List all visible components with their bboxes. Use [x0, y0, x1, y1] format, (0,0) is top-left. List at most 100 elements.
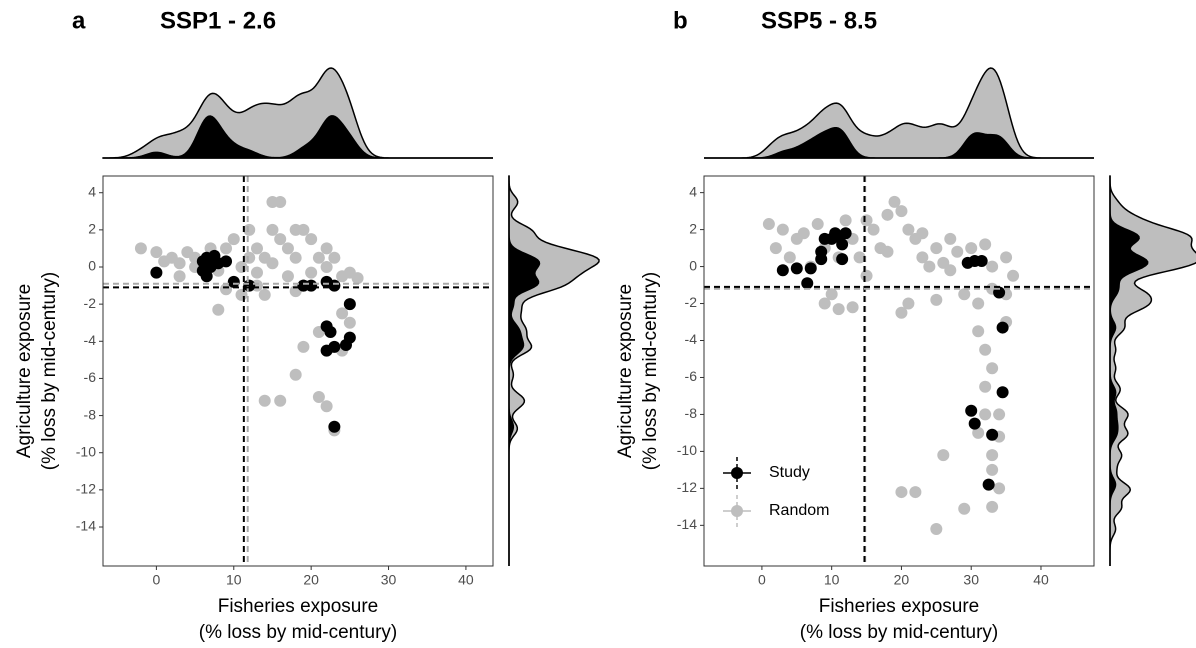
point [150, 266, 163, 279]
marginal-density [704, 126, 1094, 159]
x-tick-label: 0 [152, 572, 160, 588]
point [243, 251, 256, 264]
y-tick-label: -4 [685, 331, 698, 347]
point [895, 306, 908, 319]
y-axis-label: Agriculture exposure [615, 284, 636, 458]
point [243, 223, 256, 236]
point [1000, 251, 1013, 264]
point [212, 303, 225, 316]
panel-title: SSP5 - 8.5 [761, 7, 877, 34]
point [776, 223, 789, 236]
point [968, 417, 981, 430]
point [993, 408, 1006, 421]
point [274, 394, 287, 407]
y-tick-label: -4 [84, 332, 97, 348]
point [324, 326, 337, 338]
point [979, 238, 992, 251]
y-tick-label: 4 [689, 183, 697, 199]
point [860, 269, 873, 282]
y-tick-label: 0 [689, 257, 697, 273]
point [923, 260, 936, 273]
point [250, 266, 263, 279]
legend-key [731, 505, 743, 517]
point [986, 260, 999, 273]
point [996, 386, 1009, 399]
point [930, 242, 943, 255]
marginal-density [508, 176, 541, 566]
y-tick-label: -14 [76, 518, 96, 534]
point [305, 233, 318, 246]
y-axis-label: Agriculture exposure [14, 284, 35, 458]
point [258, 288, 271, 301]
point [266, 223, 279, 236]
point [243, 279, 256, 292]
x-axis-label: (% loss by mid-century) [199, 622, 398, 643]
panel-label: b [673, 7, 688, 34]
point [158, 255, 171, 268]
point [832, 303, 845, 316]
point [776, 264, 789, 277]
y-tick-label: -10 [76, 443, 96, 459]
point [902, 297, 915, 310]
point [958, 288, 971, 301]
point [916, 251, 929, 264]
point [979, 408, 992, 421]
point [328, 420, 341, 433]
x-tick-label: 10 [824, 572, 840, 588]
point [235, 261, 248, 273]
marginal-density [508, 175, 600, 566]
point [220, 283, 233, 296]
marginal-density [103, 115, 493, 159]
point [328, 279, 341, 292]
x-tick-label: 40 [1033, 572, 1049, 588]
point [916, 227, 929, 240]
point [762, 218, 775, 231]
point [274, 233, 287, 246]
x-axis-label: Fisheries exposure [819, 596, 980, 617]
point [281, 242, 294, 255]
point [930, 523, 943, 536]
point [336, 307, 349, 320]
x-tick-label: 20 [303, 572, 319, 588]
point [227, 275, 240, 288]
point [982, 478, 995, 491]
point [815, 245, 828, 258]
point [790, 262, 803, 275]
y-tick-label: -8 [84, 406, 97, 422]
point [250, 242, 263, 255]
point [937, 449, 950, 462]
point [289, 368, 302, 381]
panel-label: a [72, 7, 86, 34]
point [909, 486, 922, 499]
point [986, 463, 999, 476]
point [853, 251, 866, 264]
point [343, 298, 356, 311]
point [836, 253, 849, 266]
x-tick-label: 40 [458, 572, 474, 588]
point [173, 257, 186, 270]
point [289, 223, 302, 236]
point [220, 242, 233, 255]
point [320, 242, 333, 255]
legend-key [731, 467, 743, 479]
point [979, 343, 992, 356]
y-tick-label: 2 [88, 221, 96, 237]
y-tick-label: -2 [84, 295, 97, 311]
point [343, 316, 356, 329]
x-axis-label: (% loss by mid-century) [800, 622, 999, 643]
point [972, 297, 985, 310]
y-axis-label: (% loss by mid-century) [39, 272, 60, 471]
point [975, 255, 988, 268]
point [258, 394, 271, 407]
point [979, 380, 992, 393]
marginal-density [1109, 175, 1196, 566]
point [825, 288, 838, 301]
y-tick-label: 0 [88, 258, 96, 274]
point [881, 245, 894, 258]
point [235, 288, 248, 301]
point [986, 362, 999, 375]
y-tick-label: -12 [76, 481, 96, 497]
x-tick-label: 0 [758, 572, 766, 588]
point [839, 214, 852, 227]
point [839, 227, 852, 240]
